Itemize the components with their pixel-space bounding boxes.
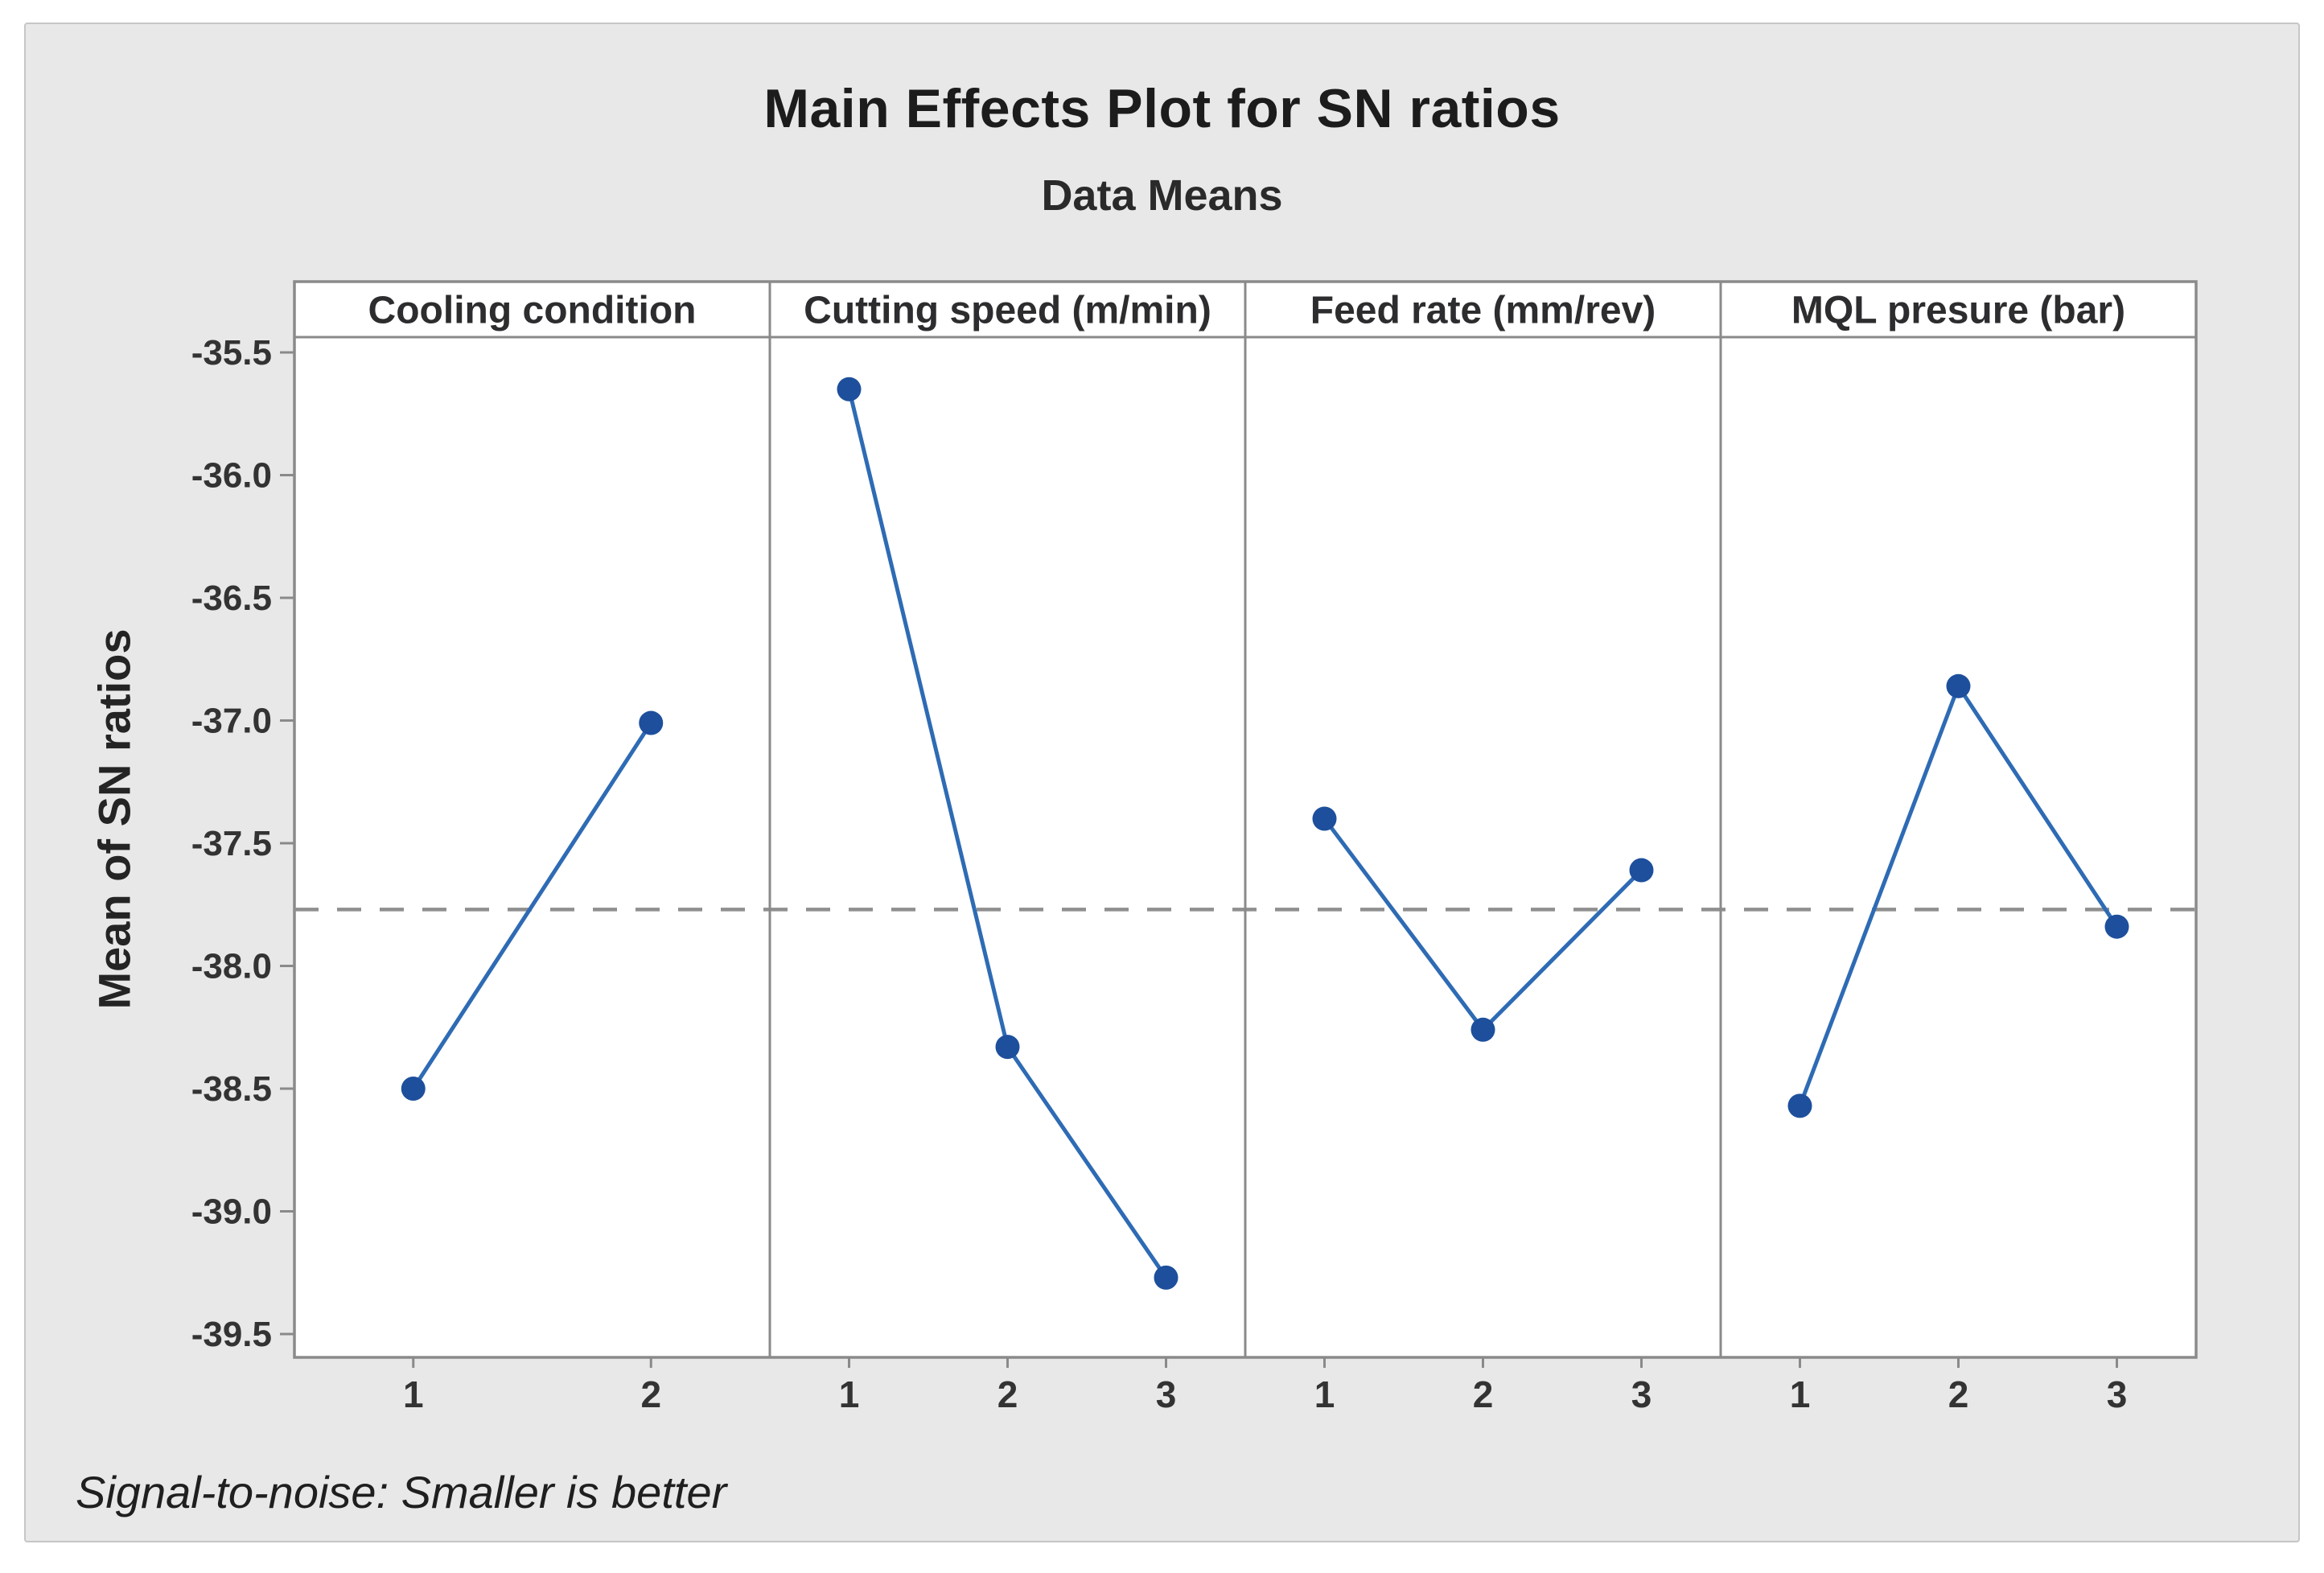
x-tick-label: 3 <box>1156 1373 1177 1415</box>
chart-title: Main Effects Plot for SN ratios <box>763 78 1561 139</box>
panel-header-label: Cutting speed (m/min) <box>804 290 1211 332</box>
series-line <box>411 722 653 1090</box>
y-tick-label: -39.0 <box>191 1192 272 1232</box>
x-tick-label: 1 <box>839 1373 860 1415</box>
y-tick-label: -39.5 <box>191 1315 272 1354</box>
data-point-marker <box>639 710 664 735</box>
data-point-marker <box>837 377 862 401</box>
x-tick-label: 3 <box>2107 1373 2128 1415</box>
footnote-text: Signal-to-noise: Smaller is better <box>76 1467 727 1517</box>
x-tick-label: 1 <box>403 1373 424 1415</box>
y-tick-label: -36.0 <box>191 456 272 496</box>
panel-header-label: Feed rate (mm/rev) <box>1310 290 1656 332</box>
data-point-marker <box>1470 1017 1495 1042</box>
data-point-marker <box>1629 858 1654 883</box>
data-point-marker <box>1787 1093 1812 1118</box>
data-point-marker <box>1946 673 1971 698</box>
x-tick-label: 3 <box>1631 1373 1652 1415</box>
panel-header-label: Cooling condition <box>368 290 697 332</box>
x-tick-label: 2 <box>1473 1373 1494 1415</box>
data-point-marker <box>1312 806 1337 831</box>
x-tick-label: 2 <box>997 1373 1018 1415</box>
data-point-marker <box>1154 1265 1178 1290</box>
y-tick-label: -38.5 <box>191 1069 272 1109</box>
x-tick-label: 2 <box>1948 1373 1969 1415</box>
chart-subtitle: Data Means <box>1041 171 1283 220</box>
y-tick-label: -35.5 <box>191 333 272 373</box>
y-tick-label: -37.0 <box>191 702 272 741</box>
data-point-marker <box>2104 914 2129 939</box>
x-tick-label: 1 <box>1314 1373 1335 1415</box>
y-tick-label: -36.5 <box>191 579 272 618</box>
x-tick-label: 1 <box>1790 1373 1811 1415</box>
y-tick-label: -38.0 <box>191 947 272 986</box>
data-point-marker <box>401 1077 426 1101</box>
x-tick-label: 2 <box>640 1373 661 1415</box>
data-point-marker <box>995 1035 1020 1060</box>
y-tick-label: -37.5 <box>191 824 272 863</box>
panel-header-label: MQL presure (bar) <box>1791 290 2125 332</box>
